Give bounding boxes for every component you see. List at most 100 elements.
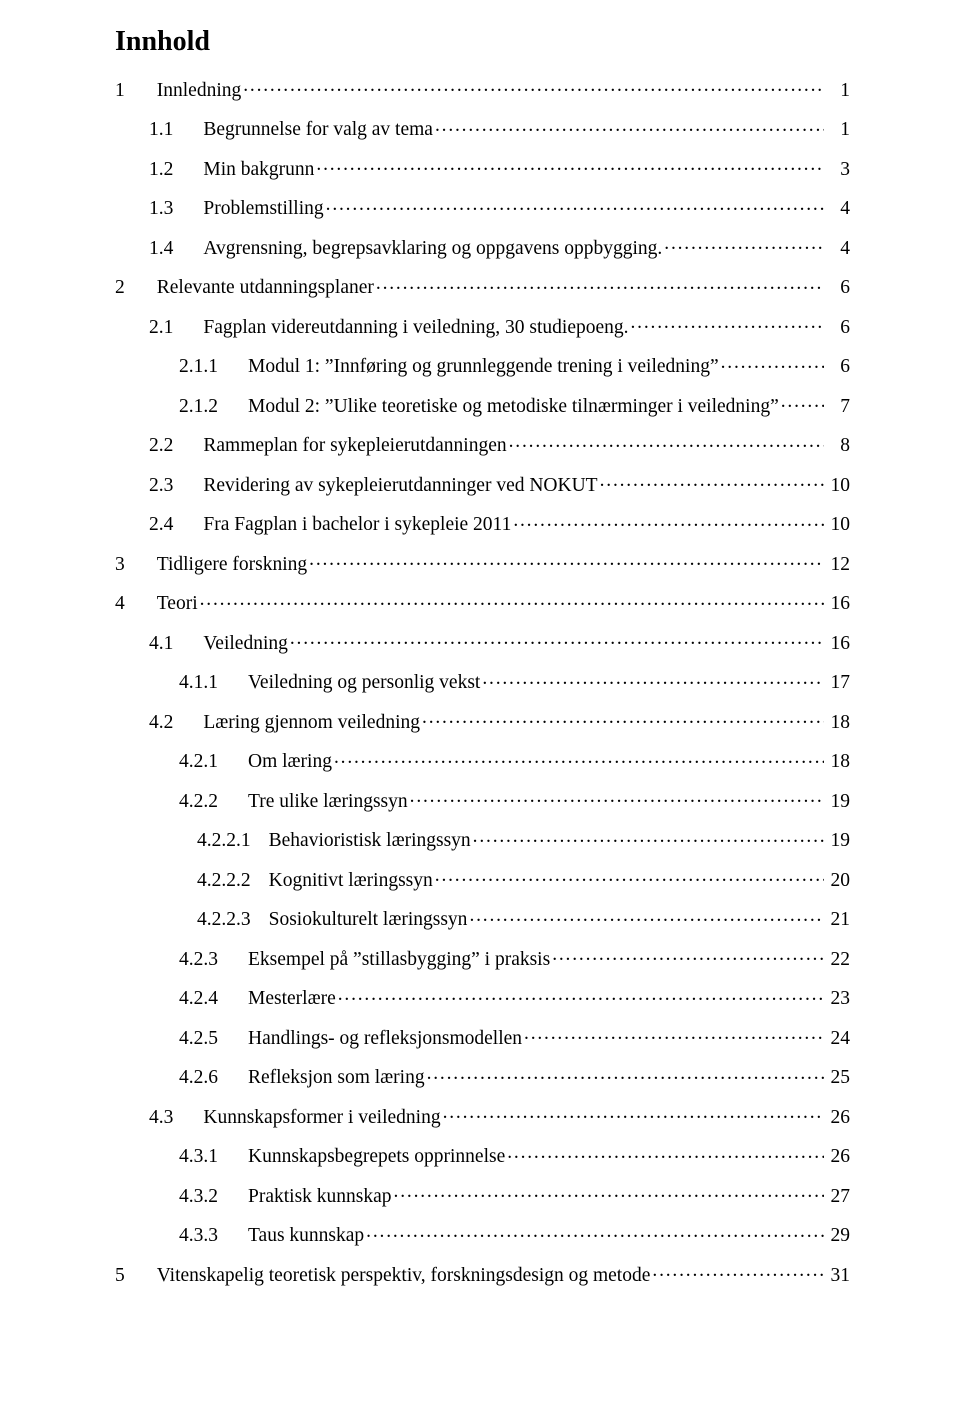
toc-entry-label: Fagplan videreutdanning i veiledning, 30… <box>203 318 628 338</box>
toc-leader-dots <box>376 274 824 294</box>
toc-entry: 4.2.2.1Behavioristisk læringssyn 19 <box>115 827 850 851</box>
toc-entry-number: 2.4 <box>149 515 203 535</box>
toc-entry-page: 10 <box>826 515 850 535</box>
toc-entry-label: Læring gjennom veiledning <box>203 713 420 733</box>
toc-entry-page: 1 <box>826 120 850 140</box>
toc-entry-number: 1.4 <box>149 239 203 259</box>
toc-entry-number: 4.2.3 <box>179 950 248 970</box>
toc-entry-label: Sosiokulturelt læringssyn <box>269 910 468 930</box>
toc-entry: 4.3.3Taus kunnskap29 <box>115 1222 850 1246</box>
toc-entry-number: 1 <box>115 81 157 101</box>
toc-entry-label: Om læring <box>248 752 332 772</box>
toc-entry-label: Behavioristisk læringssyn <box>269 831 471 851</box>
toc-entry-page: 6 <box>826 357 850 377</box>
toc-entry-page: 29 <box>826 1226 850 1246</box>
toc-entry-label: Veiledning og personlig vekst <box>248 673 480 693</box>
toc-entry-number: 4.2.6 <box>179 1068 248 1088</box>
toc-entry-number: 4.2.2.1 <box>197 831 269 851</box>
toc-leader-dots <box>200 590 824 610</box>
toc-leader-dots <box>513 511 824 531</box>
toc-entry: 4.2.1Om læring18 <box>115 748 850 772</box>
toc-entry-number: 2.3 <box>149 476 203 496</box>
toc-entry-page: 22 <box>826 950 850 970</box>
toc-entry-label: Kognitivt læringssyn <box>269 871 433 891</box>
table-of-contents: 1Innledning1 1.1Begrunnelse for valg av t… <box>115 76 850 1285</box>
toc-entry-label: Begrunnelse for valg av tema <box>203 120 433 140</box>
toc-entry-label: Revidering av sykepleierutdanninger ved … <box>203 476 597 496</box>
toc-entry-number: 4.3 <box>149 1108 203 1128</box>
toc-entry-label: Problemstilling <box>203 199 323 219</box>
toc-entry-label: Relevante utdanningsplaner <box>157 278 374 298</box>
toc-entry-number: 4.2.2.2 <box>197 871 269 891</box>
toc-entry-label: Rammeplan for sykepleierutdanningen <box>203 436 506 456</box>
toc-entry: 4.2.2.3Sosiokulturelt læringssyn21 <box>115 906 850 930</box>
toc-leader-dots <box>552 945 824 965</box>
toc-entry-label: Fra Fagplan i bachelor i sykepleie 2011 <box>203 515 511 535</box>
toc-leader-dots <box>334 748 824 768</box>
toc-entry: 2Relevante utdanningsplaner6 <box>115 274 850 298</box>
toc-leader-dots <box>394 1182 824 1202</box>
toc-entry-page: 25 <box>826 1068 850 1088</box>
toc-leader-dots <box>482 669 824 689</box>
toc-leader-dots <box>290 629 824 649</box>
toc-leader-dots <box>631 313 825 333</box>
toc-entry: 2.1Fagplan videreutdanning i veiledning,… <box>115 313 850 337</box>
toc-leader-dots <box>410 787 824 807</box>
toc-entry-number: 4.1.1 <box>179 673 248 693</box>
toc-entry-number: 4.2.5 <box>179 1029 248 1049</box>
toc-entry-number: 4.3.1 <box>179 1147 248 1167</box>
toc-entry: 4.2.4Mesterlære23 <box>115 985 850 1009</box>
toc-leader-dots <box>509 432 824 452</box>
toc-entry-page: 12 <box>826 555 850 575</box>
toc-entry-page: 16 <box>826 634 850 654</box>
toc-entry-page: 18 <box>826 752 850 772</box>
document-page: Innhold 1Innledning11.1Begrunnelse for v… <box>0 0 960 1410</box>
toc-entry-number: 3 <box>115 555 157 575</box>
toc-entry-page: 31 <box>826 1266 850 1286</box>
toc-entry-label: Avgrensning, begrepsavklaring og oppgave… <box>203 239 662 259</box>
toc-entry-number: 4.3.2 <box>179 1187 248 1207</box>
toc-entry: 2.1.1Modul 1: ”Innføring og grunnleggend… <box>115 353 850 377</box>
toc-entry-label: Vitenskapelig teoretisk perspektiv, fors… <box>157 1266 651 1286</box>
toc-entry-label: Praktisk kunnskap <box>248 1187 392 1207</box>
toc-leader-dots <box>316 155 824 175</box>
toc-entry-number: 5 <box>115 1266 157 1286</box>
toc-entry-label: Veiledning <box>203 634 287 654</box>
toc-leader-dots <box>326 195 824 215</box>
toc-entry-page: 7 <box>826 397 850 417</box>
toc-entry-page: 23 <box>826 989 850 1009</box>
toc-entry-number: 2.1 <box>149 318 203 338</box>
toc-entry: 1.2Min bakgrunn3 <box>115 155 850 179</box>
toc-entry: 4.3.2Praktisk kunnskap27 <box>115 1182 850 1206</box>
toc-entry-number: 4.3.3 <box>179 1226 248 1246</box>
toc-entry: 1.3Problemstilling4 <box>115 195 850 219</box>
toc-entry-label: Handlings- og refleksjonsmodellen <box>248 1029 522 1049</box>
toc-entry: 4.1Veiledning16 <box>115 629 850 653</box>
toc-leader-dots <box>435 116 824 136</box>
toc-entry-page: 10 <box>826 476 850 496</box>
toc-entry-page: 3 <box>826 160 850 180</box>
toc-entry-page: 26 <box>826 1147 850 1167</box>
toc-entry: 2.3Revidering av sykepleierutdanninger v… <box>115 471 850 495</box>
toc-entry-label: Mesterlære <box>248 989 336 1009</box>
toc-entry-number: 4.2 <box>149 713 203 733</box>
toc-entry-number: 2 <box>115 278 157 298</box>
toc-entry-number: 1.1 <box>149 120 203 140</box>
toc-leader-dots <box>469 906 824 926</box>
toc-entry-label: Kunnskapsbegrepets opprinnelse <box>248 1147 505 1167</box>
toc-entry-page: 19 <box>826 831 850 851</box>
toc-entry-number: 4 <box>115 594 157 614</box>
toc-leader-dots <box>600 471 824 491</box>
toc-entry-page: 20 <box>826 871 850 891</box>
toc-leader-dots <box>243 76 824 96</box>
toc-leader-dots <box>366 1222 824 1242</box>
toc-entry-label: Tre ulike læringssyn <box>248 792 408 812</box>
toc-entry: 4.2.5Handlings- og refleksjonsmodellen24 <box>115 1024 850 1048</box>
toc-entry: 1Innledning1 <box>115 76 850 100</box>
toc-entry-number: 2.2 <box>149 436 203 456</box>
toc-entry-number: 2.1.2 <box>179 397 248 417</box>
toc-leader-dots <box>473 827 824 847</box>
toc-entry-label: Min bakgrunn <box>203 160 314 180</box>
toc-entry: 4.2.2.2Kognitivt læringssyn 20 <box>115 866 850 890</box>
toc-leader-dots <box>507 1143 824 1163</box>
